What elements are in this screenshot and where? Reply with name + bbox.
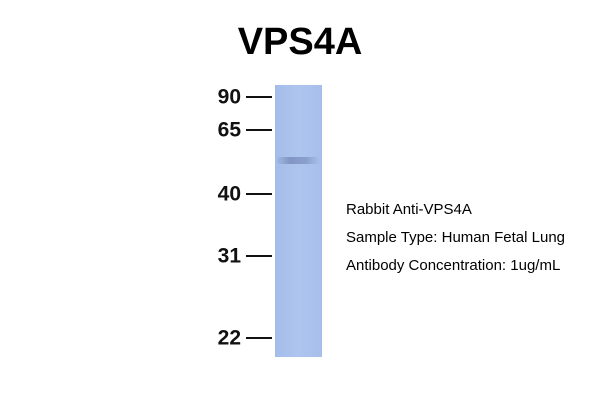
marker-label: 31 [218,245,242,268]
title: VPS4A [238,21,363,63]
protein-band [277,157,319,164]
marker-label: 65 [218,119,242,142]
marker-label: 22 [218,327,241,350]
marker-label: 90 [218,86,241,109]
annotation: Antibody Concentration: 1ug/mL [346,257,560,274]
annotation: Sample Type: Human Fetal Lung [346,229,565,246]
annotation: Rabbit Anti-VPS4A [346,201,472,218]
gel-lane [275,85,322,357]
marker-label: 40 [218,183,241,206]
